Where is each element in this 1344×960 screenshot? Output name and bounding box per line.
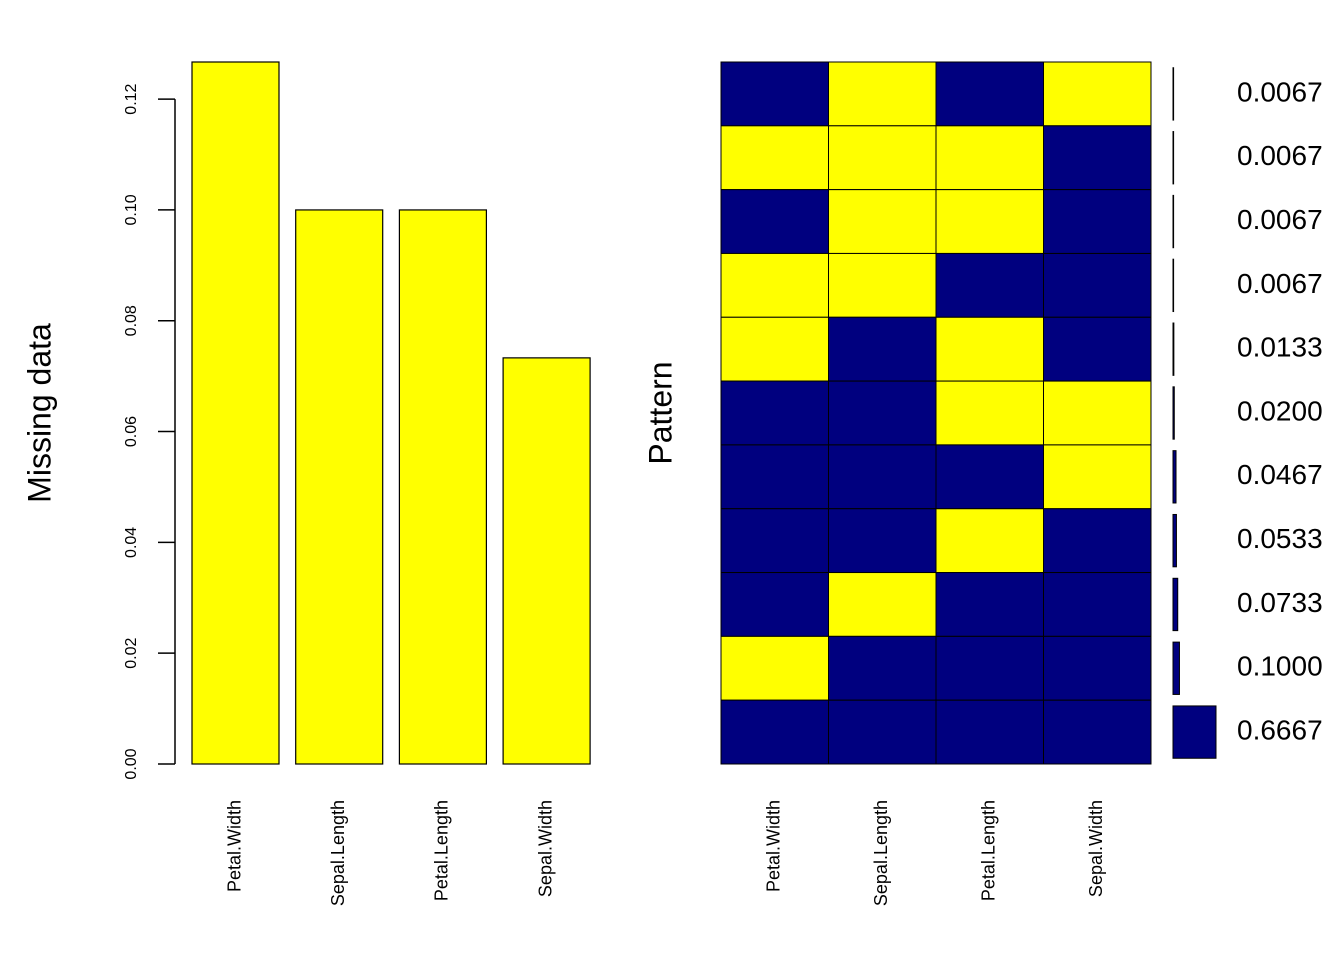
proportion-label: 0.0467 [1237, 459, 1323, 490]
y-axis-title: Pattern [642, 361, 678, 464]
proportion-label: 0.0133 [1237, 332, 1323, 363]
x-tick-label: Sepal.Length [328, 800, 348, 906]
x-tick-label: Sepal.Width [1086, 800, 1106, 897]
proportion-bar [1172, 67, 1175, 121]
pattern-cell [1043, 572, 1152, 637]
y-tick-label: 0.12 [123, 83, 140, 114]
pattern-cell [828, 444, 937, 510]
y-tick-label: 0.08 [123, 305, 140, 336]
proportion-bar [1172, 450, 1177, 504]
bar [295, 209, 384, 765]
proportion-label: 0.0200 [1237, 395, 1323, 426]
pattern-cell [828, 252, 937, 318]
pattern-cell [935, 252, 1044, 318]
pattern-cell [720, 699, 829, 765]
pattern-cell [720, 316, 829, 382]
y-tick-label: 0.10 [123, 194, 140, 225]
pattern-cell [720, 444, 829, 510]
y-tick-label: 0.04 [123, 527, 140, 558]
x-tick-label: Sepal.Length [871, 800, 891, 906]
proportion-label: 0.0533 [1237, 523, 1323, 554]
y-tick-label: 0.06 [123, 416, 140, 447]
pattern-cell [935, 125, 1044, 191]
pattern-cell [1043, 508, 1152, 574]
pattern-cell [935, 316, 1044, 382]
pattern-cell [935, 189, 1044, 254]
pattern-cell [1043, 635, 1152, 701]
pattern-cell [1043, 444, 1152, 510]
proportion-label: 0.0733 [1237, 587, 1323, 618]
proportion-label: 0.0067 [1237, 140, 1323, 171]
pattern-cell [935, 444, 1044, 510]
pattern-cell [1043, 316, 1152, 382]
pattern-cell [1043, 699, 1152, 765]
pattern-cell [720, 189, 829, 254]
pattern-cell [1043, 61, 1152, 127]
pattern-cell [1043, 252, 1152, 318]
pattern-cell [828, 61, 937, 127]
pattern-cell [720, 61, 829, 127]
x-tick-label: Petal.Width [764, 800, 784, 892]
bar [502, 357, 591, 765]
pattern-cell [720, 252, 829, 318]
x-tick-label: Petal.Length [979, 800, 999, 901]
pattern-cell [935, 635, 1044, 701]
pattern-cell [935, 572, 1044, 637]
pattern-cell [1043, 189, 1152, 254]
pattern-cell [828, 699, 937, 765]
x-tick-label: Petal.Length [432, 800, 452, 901]
proportion-label: 0.0067 [1237, 268, 1323, 299]
proportion-bar [1172, 513, 1177, 568]
y-axis-title: Missing data [21, 323, 57, 503]
pattern-cell [935, 699, 1044, 765]
proportion-bar [1172, 641, 1180, 695]
y-tick-label: 0.02 [123, 638, 140, 669]
pattern-cell [828, 125, 937, 191]
pattern-cell [1043, 380, 1152, 446]
x-tick-label: Sepal.Width [535, 800, 555, 897]
pattern-cell [720, 635, 829, 701]
pattern-cell [828, 189, 937, 254]
pattern-cell [1043, 125, 1152, 191]
proportion-bar [1172, 577, 1179, 632]
proportion-label: 0.0067 [1237, 76, 1323, 107]
proportion-bar [1172, 386, 1175, 440]
proportion-bar [1172, 131, 1175, 185]
proportion-bar [1172, 258, 1175, 313]
proportion-bar [1172, 322, 1175, 376]
bar [398, 209, 487, 765]
proportion-bar [1172, 705, 1217, 759]
pattern-cell [720, 380, 829, 446]
proportion-label: 0.0067 [1237, 204, 1323, 235]
pattern-cell [828, 380, 937, 446]
proportion-label: 0.6667 [1237, 714, 1323, 745]
y-tick-label: 0.00 [123, 748, 140, 779]
x-tick-label: Petal.Width [224, 800, 244, 892]
pattern-cell [828, 508, 937, 574]
bar [191, 61, 280, 765]
pattern-cell [720, 125, 829, 191]
pattern-cell [828, 635, 937, 701]
pattern-cell [935, 380, 1044, 446]
pattern-cell [935, 508, 1044, 574]
proportion-label: 0.1000 [1237, 651, 1323, 682]
pattern-cell [828, 316, 937, 382]
pattern-cell [935, 61, 1044, 127]
pattern-cell [828, 572, 937, 637]
proportion-bar [1172, 194, 1175, 249]
pattern-cell [720, 508, 829, 574]
pattern-cell [720, 572, 829, 637]
